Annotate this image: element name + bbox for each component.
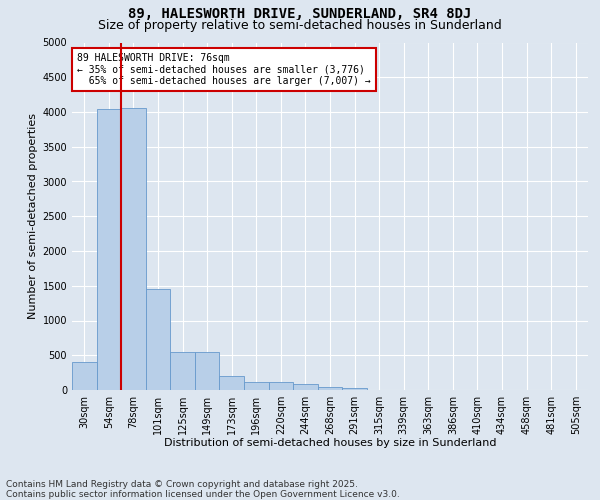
- Text: Contains HM Land Registry data © Crown copyright and database right 2025.
Contai: Contains HM Land Registry data © Crown c…: [6, 480, 400, 499]
- Bar: [269, 382, 293, 390]
- Bar: [121, 108, 146, 390]
- Bar: [220, 376, 244, 390]
- Text: 89 HALESWORTH DRIVE: 76sqm
← 35% of semi-detached houses are smaller (3,776)
  6: 89 HALESWORTH DRIVE: 76sqm ← 35% of semi…: [77, 53, 371, 86]
- Bar: [97, 108, 121, 390]
- Bar: [342, 388, 367, 390]
- Bar: [72, 362, 97, 390]
- Bar: [170, 352, 195, 390]
- Bar: [293, 384, 318, 390]
- Bar: [146, 289, 170, 390]
- X-axis label: Distribution of semi-detached houses by size in Sunderland: Distribution of semi-detached houses by …: [164, 438, 496, 448]
- Bar: [195, 352, 220, 390]
- Bar: [244, 382, 269, 390]
- Bar: [318, 386, 342, 390]
- Text: Size of property relative to semi-detached houses in Sunderland: Size of property relative to semi-detach…: [98, 19, 502, 32]
- Text: 89, HALESWORTH DRIVE, SUNDERLAND, SR4 8DJ: 89, HALESWORTH DRIVE, SUNDERLAND, SR4 8D…: [128, 8, 472, 22]
- Y-axis label: Number of semi-detached properties: Number of semi-detached properties: [28, 114, 38, 320]
